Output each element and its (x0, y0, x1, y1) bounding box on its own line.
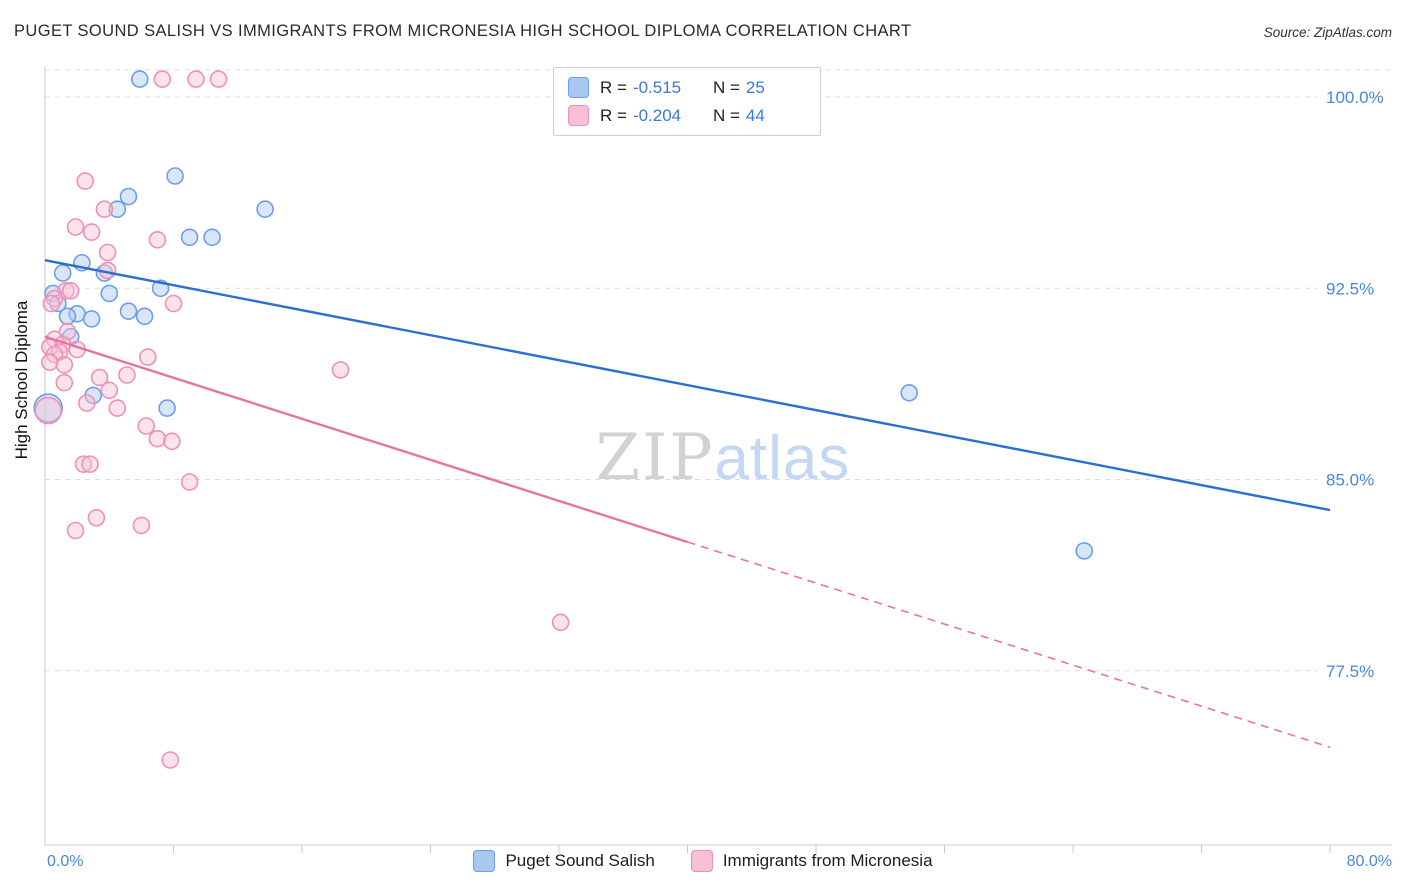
scatter-point-micronesia[interactable] (108, 399, 127, 417)
scatter-point-micronesia[interactable] (55, 373, 74, 392)
scatter-point-micronesia[interactable] (153, 70, 172, 88)
correlation-stats-legend: R = -0.515 N = 25 R = -0.204 N = 44 (553, 67, 821, 136)
scatter-point-micronesia[interactable] (76, 172, 94, 190)
legend-row-salish: R = -0.515 N = 25 (568, 77, 806, 98)
trend-line-micronesia (687, 541, 1331, 749)
scatter-point-salish[interactable] (82, 310, 101, 328)
scatter-point-micronesia[interactable] (82, 223, 101, 241)
scatter-point-salish[interactable] (203, 228, 221, 247)
scatter-point-salish[interactable] (166, 167, 184, 185)
scatter-point-micronesia[interactable] (209, 70, 228, 88)
salish-swatch (568, 77, 589, 98)
scatter-point-salish[interactable] (900, 383, 919, 402)
scatter-point-micronesia[interactable] (55, 355, 74, 374)
n-value-micronesia: 44 (745, 105, 765, 125)
scatter-point-micronesia[interactable] (61, 281, 80, 300)
y-axis-tick-label: 100.0% (1326, 88, 1384, 107)
scatter-point-micronesia[interactable] (74, 455, 93, 474)
scatter-point-salish[interactable] (180, 228, 199, 247)
scatter-point-micronesia[interactable] (139, 348, 157, 366)
scatter-point-salish[interactable] (100, 284, 119, 303)
y-axis-tick-label: 92.5% (1326, 279, 1374, 298)
scatter-point-micronesia[interactable] (137, 417, 155, 435)
scatter-point-micronesia[interactable] (66, 521, 85, 540)
page-title: PUGET SOUND SALISH VS IMMIGRANTS FROM MI… (14, 22, 912, 40)
scatter-point-micronesia[interactable] (66, 218, 85, 236)
trend-line-micronesia (44, 335, 688, 544)
scatter-point-micronesia[interactable] (100, 381, 119, 400)
scatter-point-salish[interactable] (135, 307, 154, 326)
legend-item-micronesia[interactable]: Immigrants from Micronesia (690, 850, 933, 872)
r-value-micronesia: -0.204 (632, 105, 682, 125)
micronesia-legend-label: Immigrants from Micronesia (722, 851, 933, 870)
scatter-point-salish[interactable] (58, 307, 77, 326)
scatter-point-micronesia[interactable] (98, 243, 117, 262)
y-axis-tick-label: 77.5% (1326, 662, 1374, 681)
scatter-point-salish[interactable] (131, 70, 149, 88)
y-axis-title: High School Diploma (12, 300, 31, 460)
scatter-point-micronesia[interactable] (132, 516, 151, 535)
salish-legend-swatch (473, 850, 496, 872)
legend-item-salish[interactable]: Puget Sound Salish (473, 850, 655, 872)
scatter-point-micronesia[interactable] (148, 429, 167, 448)
scatter-point-micronesia[interactable] (551, 613, 570, 632)
scatter-point-salish[interactable] (158, 399, 176, 417)
source-attribution: Source: ZipAtlas.com (1263, 25, 1392, 40)
scatter-point-micronesia[interactable] (58, 322, 77, 341)
scatter-point-micronesia[interactable] (40, 353, 59, 372)
x-axis-min-label: 0.0% (47, 853, 84, 870)
x-axis-max-label: 80.0% (1346, 853, 1392, 870)
scatter-point-micronesia[interactable] (118, 366, 136, 384)
scatter-point-salish[interactable] (33, 393, 64, 423)
scatter-point-micronesia[interactable] (161, 751, 180, 769)
n-label: N = (712, 77, 740, 97)
scatter-point-micronesia[interactable] (34, 396, 63, 425)
r-label: R = (600, 105, 627, 125)
scatter-point-micronesia[interactable] (81, 455, 99, 474)
scatter-point-micronesia[interactable] (148, 231, 167, 249)
scatter-point-micronesia[interactable] (180, 473, 199, 491)
scatter-point-salish[interactable] (119, 302, 138, 321)
scatter-point-salish[interactable] (119, 187, 138, 206)
trend-line-salish (44, 259, 1331, 512)
scatter-point-micronesia[interactable] (87, 508, 106, 527)
micronesia-legend-swatch (690, 850, 713, 872)
scatter-point-micronesia[interactable] (42, 294, 61, 313)
scatter-point-salish[interactable] (53, 264, 72, 282)
y-axis-tick-label: 85.0% (1326, 471, 1374, 490)
salish-legend-label: Puget Sound Salish (505, 851, 655, 870)
micronesia-swatch (568, 105, 589, 126)
scatter-point-micronesia[interactable] (78, 394, 96, 412)
r-label: R = (600, 77, 627, 97)
scatter-point-micronesia[interactable] (164, 294, 183, 313)
series-legend: Puget Sound Salish Immigrants from Micro… (0, 850, 1406, 872)
scatter-point-micronesia[interactable] (331, 361, 350, 379)
scatter-point-micronesia[interactable] (163, 432, 181, 451)
n-label: N = (712, 105, 740, 125)
scatter-point-micronesia[interactable] (90, 368, 109, 387)
n-value-salish: 25 (745, 77, 765, 97)
scatter-point-salish[interactable] (256, 200, 274, 218)
scatter-point-salish[interactable] (1075, 542, 1093, 560)
scatter-point-salish[interactable] (108, 200, 127, 218)
scatter-point-micronesia[interactable] (95, 200, 114, 218)
r-value-salish: -0.515 (632, 77, 682, 97)
scatter-point-micronesia[interactable] (187, 70, 205, 88)
legend-row-micronesia: R = -0.204 N = 44 (568, 105, 806, 126)
